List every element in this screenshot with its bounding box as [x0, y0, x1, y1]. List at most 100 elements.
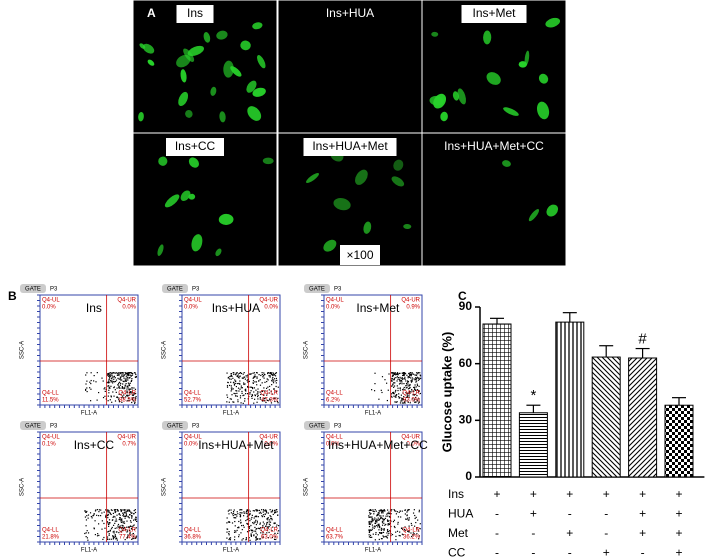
- event-dot: [107, 509, 109, 511]
- gate: GATE: [309, 424, 325, 430]
- event-dot: [271, 384, 273, 386]
- event-dot: [406, 514, 408, 516]
- event-dot: [407, 510, 409, 512]
- event-dot: [104, 527, 106, 529]
- event-dot: [249, 393, 251, 395]
- event-dot: [131, 517, 133, 519]
- event-dot: [108, 525, 110, 527]
- event-dot: [392, 373, 395, 375]
- event-dot: [401, 383, 403, 385]
- event-dot: [402, 388, 405, 390]
- event-dot: [121, 526, 124, 528]
- event-dot: [369, 520, 371, 523]
- cell: [191, 234, 203, 252]
- event-dot: [241, 377, 243, 379]
- event-dot: [388, 511, 390, 513]
- event-dot: [134, 528, 136, 531]
- quadrant-value: 0.0%: [264, 305, 278, 311]
- event-dot: [115, 391, 117, 393]
- event-dot: [242, 538, 244, 540]
- event-dot: [122, 397, 125, 399]
- cell: [219, 111, 226, 123]
- event-dot: [236, 375, 238, 377]
- panel-label: A: [147, 6, 156, 20]
- event-dot: [261, 515, 263, 517]
- event-dot: [94, 510, 97, 512]
- event-dot: [393, 519, 396, 521]
- image-label: Ins+CC: [175, 139, 216, 153]
- event-dot: [415, 372, 418, 374]
- quadrant-name: Q4-LR: [260, 391, 278, 397]
- event-dot: [246, 512, 248, 515]
- event-dot: [272, 372, 274, 374]
- event-dot: [245, 510, 248, 513]
- quadrant-name: Q4-LR: [402, 528, 420, 534]
- event-dot: [389, 530, 391, 532]
- event-dot: [132, 533, 134, 535]
- event-dot: [116, 537, 118, 540]
- event-dot: [131, 538, 133, 540]
- event-dot: [254, 394, 256, 396]
- event-dot: [256, 376, 258, 378]
- event-dot: [405, 518, 407, 520]
- event-dot: [239, 512, 241, 514]
- treatment-sign: +: [530, 507, 537, 521]
- event-dot: [404, 509, 406, 511]
- event-dot: [268, 392, 270, 394]
- event-dot: [259, 511, 262, 513]
- event-dot: [118, 518, 120, 521]
- event-dot: [407, 395, 409, 397]
- event-dot: [267, 512, 269, 514]
- event-dot: [226, 386, 229, 388]
- event-dot: [135, 518, 137, 520]
- event-dot: [382, 509, 385, 511]
- event-dot: [266, 521, 268, 524]
- event-dot: [120, 382, 122, 385]
- event-dot: [128, 510, 130, 512]
- event-dot: [267, 399, 269, 402]
- event-dot: [113, 386, 116, 388]
- event-dot: [117, 373, 119, 375]
- event-dot: [129, 532, 131, 534]
- event-dot: [258, 374, 260, 376]
- event-dot: [391, 385, 393, 387]
- event-dot: [235, 382, 237, 385]
- event-dot: [258, 509, 261, 512]
- event-dot: [256, 401, 258, 403]
- bar: [664, 404, 694, 478]
- event-dot: [416, 384, 419, 387]
- sample-name: Ins+CC: [74, 438, 115, 452]
- event-dot: [380, 510, 382, 512]
- event-dot: [388, 512, 390, 515]
- event-dot: [263, 372, 265, 374]
- event-dot: [127, 379, 129, 381]
- gate: GATE: [25, 287, 41, 293]
- event-dot: [410, 377, 412, 379]
- event-dot: [418, 401, 420, 403]
- event-dot: [383, 528, 386, 530]
- event-dot: [107, 531, 109, 533]
- event-dot: [118, 393, 120, 395]
- quadrant-name: Q4-LL: [326, 528, 343, 534]
- event-dot: [131, 379, 133, 382]
- cell: [440, 111, 448, 122]
- event-dot: [255, 509, 257, 511]
- event-dot: [401, 402, 404, 404]
- event-dot: [131, 512, 133, 514]
- event-dot: [130, 392, 132, 394]
- bar: [482, 323, 512, 478]
- event-dot: [231, 394, 233, 396]
- event-dot: [109, 529, 111, 531]
- event-dot: [238, 534, 240, 536]
- event-dot: [96, 399, 98, 401]
- event-dot: [267, 372, 269, 374]
- event-dot: [110, 513, 112, 516]
- event-dot: [391, 379, 393, 381]
- event-dot: [116, 387, 118, 389]
- treatment-sign: -: [495, 526, 499, 540]
- event-dot: [254, 376, 256, 378]
- cell: [363, 221, 372, 234]
- event-dot: [402, 397, 404, 400]
- event-dot: [260, 393, 262, 396]
